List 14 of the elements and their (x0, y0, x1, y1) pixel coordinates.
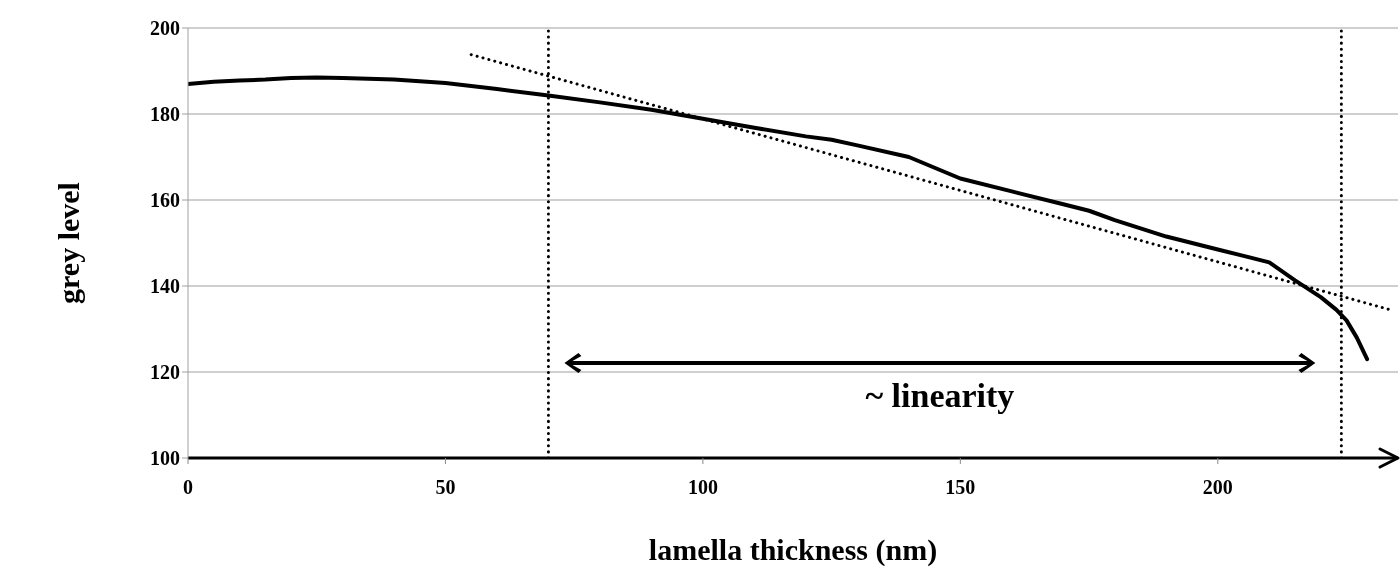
x-tick-label: 150 (945, 476, 976, 499)
annotation: ~ linearity (865, 377, 1015, 414)
y-tick-label: 200 (150, 17, 180, 40)
x-tick-label: 50 (435, 476, 456, 499)
x-axis-title: lamella thickness (nm) (648, 533, 938, 567)
y-axis-title: grey level (51, 182, 85, 304)
y-tick-label: 140 (150, 275, 180, 298)
x-tick-label: 0 (183, 476, 193, 499)
y-tick-label: 120 (150, 361, 180, 384)
x-tick-label: 100 (687, 476, 718, 499)
y-tick-label: 180 (150, 103, 180, 126)
x-tick-label: 200 (1202, 476, 1233, 499)
y-tick-label: 160 (150, 189, 180, 212)
y-tick-label: 100 (150, 447, 180, 470)
